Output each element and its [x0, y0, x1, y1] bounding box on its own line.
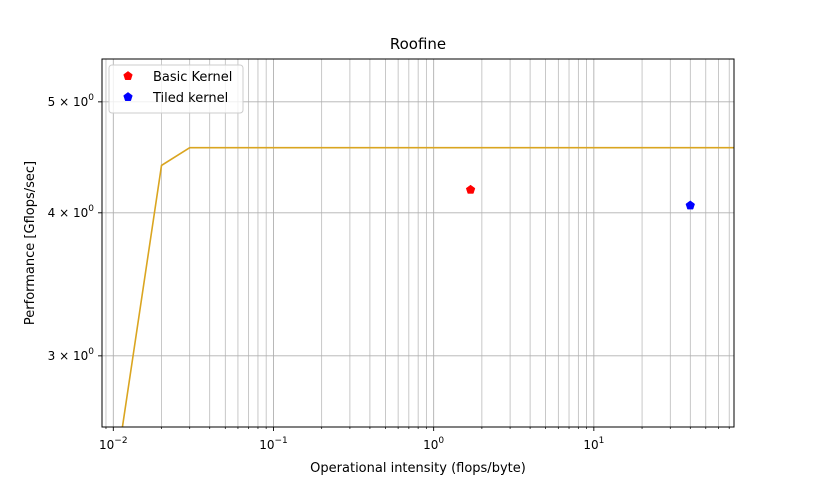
x-tick-label: 10−2	[99, 436, 128, 452]
legend-marker	[123, 71, 133, 80]
roofline-series-line	[121, 146, 734, 427]
x-axis-label: Operational intensity (flops/byte)	[310, 461, 526, 476]
grid	[102, 59, 734, 427]
x-tick-label: 100	[423, 436, 444, 452]
x-tick-label: 101	[583, 436, 604, 452]
y-tick-label: 4 × 100	[48, 204, 95, 220]
y-axis-label: Performance [Gflops/sec]	[23, 161, 38, 325]
legend: Basic Kernel Tiled kernel	[108, 64, 244, 114]
chart-title: Roofine	[390, 35, 446, 53]
plot-area	[121, 146, 734, 427]
series-point-2	[685, 200, 695, 210]
series-point-1	[465, 184, 476, 194]
legend-label: Basic Kernel	[153, 70, 232, 85]
legend-box	[108, 64, 244, 114]
legend-marker	[123, 92, 133, 101]
y-tick-label: 5 × 100	[48, 93, 95, 109]
x-tick-label: 10−1	[259, 436, 288, 452]
legend-label: Tiled kernel	[152, 91, 228, 106]
y-tick-label: 3 × 100	[48, 347, 95, 363]
ticks: 10−2 10−1 100 101 3 × 100 4 × 100 5 × 100	[48, 93, 730, 452]
